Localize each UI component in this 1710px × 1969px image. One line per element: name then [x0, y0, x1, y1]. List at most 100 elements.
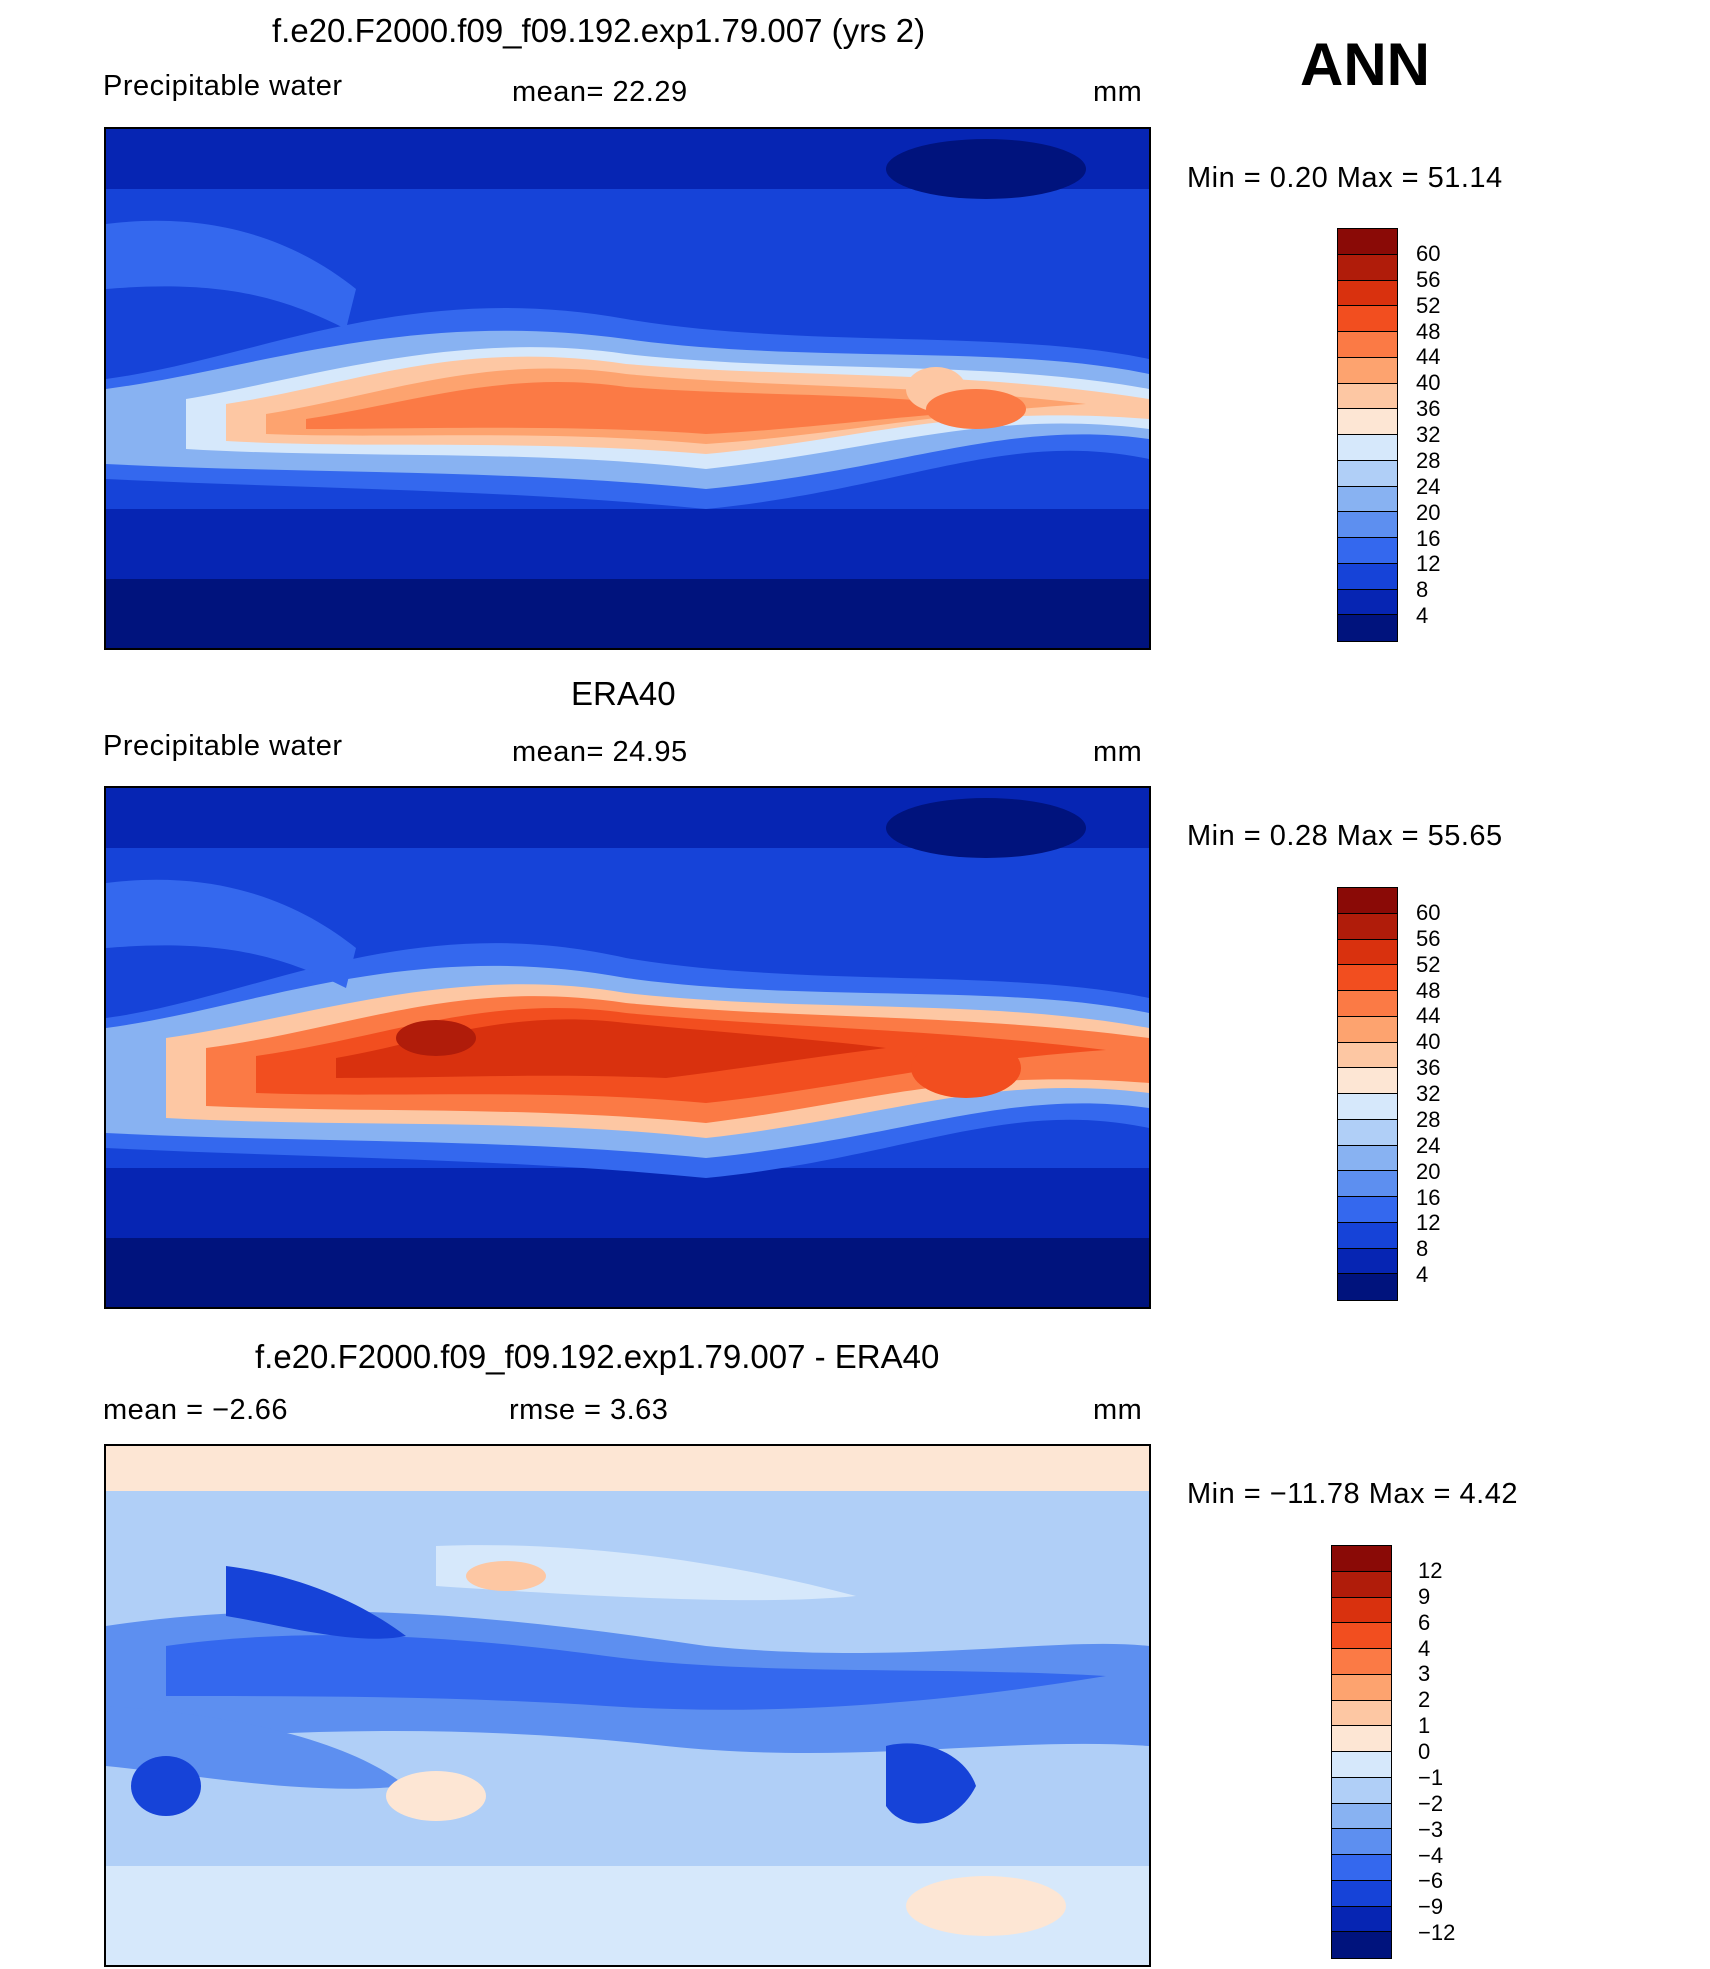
colorbar-segment [1338, 1094, 1397, 1120]
colorbar-segment [1332, 1932, 1391, 1958]
colorbar-tick-label: 24 [1416, 1132, 1441, 1158]
colorbar-segment [1338, 991, 1397, 1017]
panel-1-units: mm [1093, 76, 1143, 108]
colorbar-tick-label: 12 [1416, 551, 1441, 577]
colorbar-segment [1338, 1119, 1397, 1146]
colorbar-segment [1338, 486, 1397, 513]
colorbar-tick-label: 48 [1416, 977, 1441, 1003]
colorbar-tick-label: 16 [1416, 525, 1441, 551]
colorbar-segment [1338, 1274, 1397, 1300]
colorbar-segment [1338, 280, 1397, 307]
colorbar-segment [1338, 383, 1397, 410]
season-label: ANN [1300, 31, 1430, 98]
colorbar-tick-label: 40 [1416, 370, 1441, 396]
colorbar-segment [1332, 1777, 1391, 1804]
colorbar-segment [1338, 460, 1397, 487]
colorbar-segment [1338, 1145, 1397, 1172]
colorbar-segment [1332, 1546, 1391, 1572]
colorbar-segment [1338, 229, 1397, 255]
colorbar-segment [1338, 615, 1397, 641]
panel-1-title: f.e20.F2000.f09_f09.192.exp1.79.007 (yrs… [272, 12, 926, 49]
colorbar-tick-label: 4 [1416, 603, 1429, 629]
colorbar-tick-label: 6 [1418, 1609, 1431, 1635]
colorbar-tick-label: 60 [1416, 240, 1441, 266]
colorbar-tick-label: 0 [1418, 1739, 1431, 1764]
colorbar-tick-label: 16 [1416, 1184, 1441, 1210]
colorbar-tick-label: 36 [1416, 396, 1441, 422]
panel-3-rmse-label: rmse = 3.63 [509, 1394, 669, 1426]
colorbar-tick-label: 8 [1416, 577, 1429, 603]
colorbar-segment [1332, 1649, 1391, 1675]
panel-3-title: f.e20.F2000.f09_f09.192.exp1.79.007 - ER… [255, 1338, 940, 1375]
colorbar-segment [1338, 332, 1397, 358]
colorbar-segment [1332, 1880, 1391, 1907]
colorbar-segment [1338, 1016, 1397, 1043]
colorbar-segment [1332, 1700, 1391, 1727]
colorbar-tick-label: 56 [1416, 266, 1441, 292]
colorbar-tick-label: 24 [1416, 473, 1441, 499]
colorbar-tick-label: 2 [1418, 1687, 1431, 1713]
panel-3-mean-label: mean = −2.66 [103, 1394, 288, 1426]
colorbar-tick-label: 1 [1418, 1713, 1431, 1739]
colorbar-tick-label: −6 [1418, 1868, 1444, 1894]
colorbar-tick-label: −3 [1418, 1816, 1444, 1842]
colorbar-tick-label: 44 [1416, 344, 1441, 370]
panel-3-map [104, 1444, 1151, 1967]
panel-1-colorbar [1337, 228, 1398, 642]
colorbar-segment [1332, 1829, 1391, 1855]
panel-1-mean-label: mean= 22.29 [512, 76, 688, 108]
colorbar-tick-label: 60 [1416, 899, 1441, 925]
panel-3-colorbar [1331, 1545, 1392, 1959]
panel-3-units: mm [1093, 1394, 1143, 1426]
colorbar-segment [1338, 254, 1397, 281]
colorbar-segment [1332, 1623, 1391, 1649]
colorbar-segment [1332, 1726, 1391, 1752]
colorbar-segment [1338, 1068, 1397, 1094]
colorbar-segment [1338, 1197, 1397, 1223]
colorbar-segment [1332, 1674, 1391, 1701]
colorbar-tick-label: 32 [1416, 1081, 1441, 1106]
colorbar-segment [1338, 589, 1397, 616]
colorbar-tick-label: 12 [1416, 1210, 1441, 1236]
panel-1-variable-label: Precipitable water [103, 70, 343, 102]
colorbar-tick-label: 36 [1416, 1055, 1441, 1081]
panel-2-colorbar [1337, 887, 1398, 1301]
colorbar-tick-label: 40 [1416, 1029, 1441, 1055]
colorbar-segment [1338, 357, 1397, 384]
panel-2-minmax: Min = 0.28 Max = 55.65 [1187, 820, 1503, 852]
colorbar-tick-label: −12 [1418, 1920, 1456, 1946]
panel-2-colorbar-ticks: 60 56 52 48 44 40 36 32 28 24 20 16 12 8 4 [1416, 887, 1476, 1301]
panel-2-mean-label: mean= 24.95 [512, 736, 688, 768]
colorbar-tick-label: 32 [1416, 422, 1441, 447]
panel-2-units: mm [1093, 736, 1143, 768]
colorbar-tick-label: 48 [1416, 318, 1441, 344]
colorbar-segment [1338, 965, 1397, 991]
colorbar-segment [1332, 1571, 1391, 1598]
colorbar-tick-label: 52 [1416, 292, 1441, 318]
colorbar-segment [1338, 939, 1397, 966]
colorbar-segment [1332, 1597, 1391, 1624]
colorbar-segment [1338, 306, 1397, 332]
colorbar-tick-label: 4 [1418, 1635, 1431, 1661]
colorbar-tick-label: 9 [1418, 1583, 1431, 1609]
colorbar-segment [1332, 1803, 1391, 1830]
panel-3-minmax: Min = −11.78 Max = 4.42 [1187, 1478, 1518, 1510]
colorbar-segment [1338, 409, 1397, 435]
panel-3-colorbar-ticks: 12 9 6 4 3 2 1 0 −1 −2 −3 −4 −6 −9 −12 [1418, 1545, 1478, 1959]
colorbar-segment [1338, 435, 1397, 461]
colorbar-tick-label: 56 [1416, 925, 1441, 951]
colorbar-tick-label: 20 [1416, 499, 1441, 525]
colorbar-segment [1338, 1248, 1397, 1275]
colorbar-tick-label: −4 [1418, 1842, 1444, 1868]
colorbar-segment [1338, 913, 1397, 940]
colorbar-tick-label: −9 [1418, 1894, 1444, 1920]
colorbar-segment [1332, 1855, 1391, 1881]
panel-1-minmax: Min = 0.20 Max = 51.14 [1187, 162, 1503, 194]
colorbar-segment [1338, 1222, 1397, 1249]
panel-2-map [104, 786, 1151, 1309]
colorbar-segment [1338, 888, 1397, 914]
colorbar-tick-label: 12 [1418, 1557, 1443, 1583]
colorbar-tick-label: 44 [1416, 1003, 1441, 1029]
colorbar-tick-label: 3 [1418, 1661, 1431, 1687]
panel-1-colorbar-ticks: 60 56 52 48 44 40 36 32 28 24 20 16 12 8 4 [1416, 228, 1476, 642]
